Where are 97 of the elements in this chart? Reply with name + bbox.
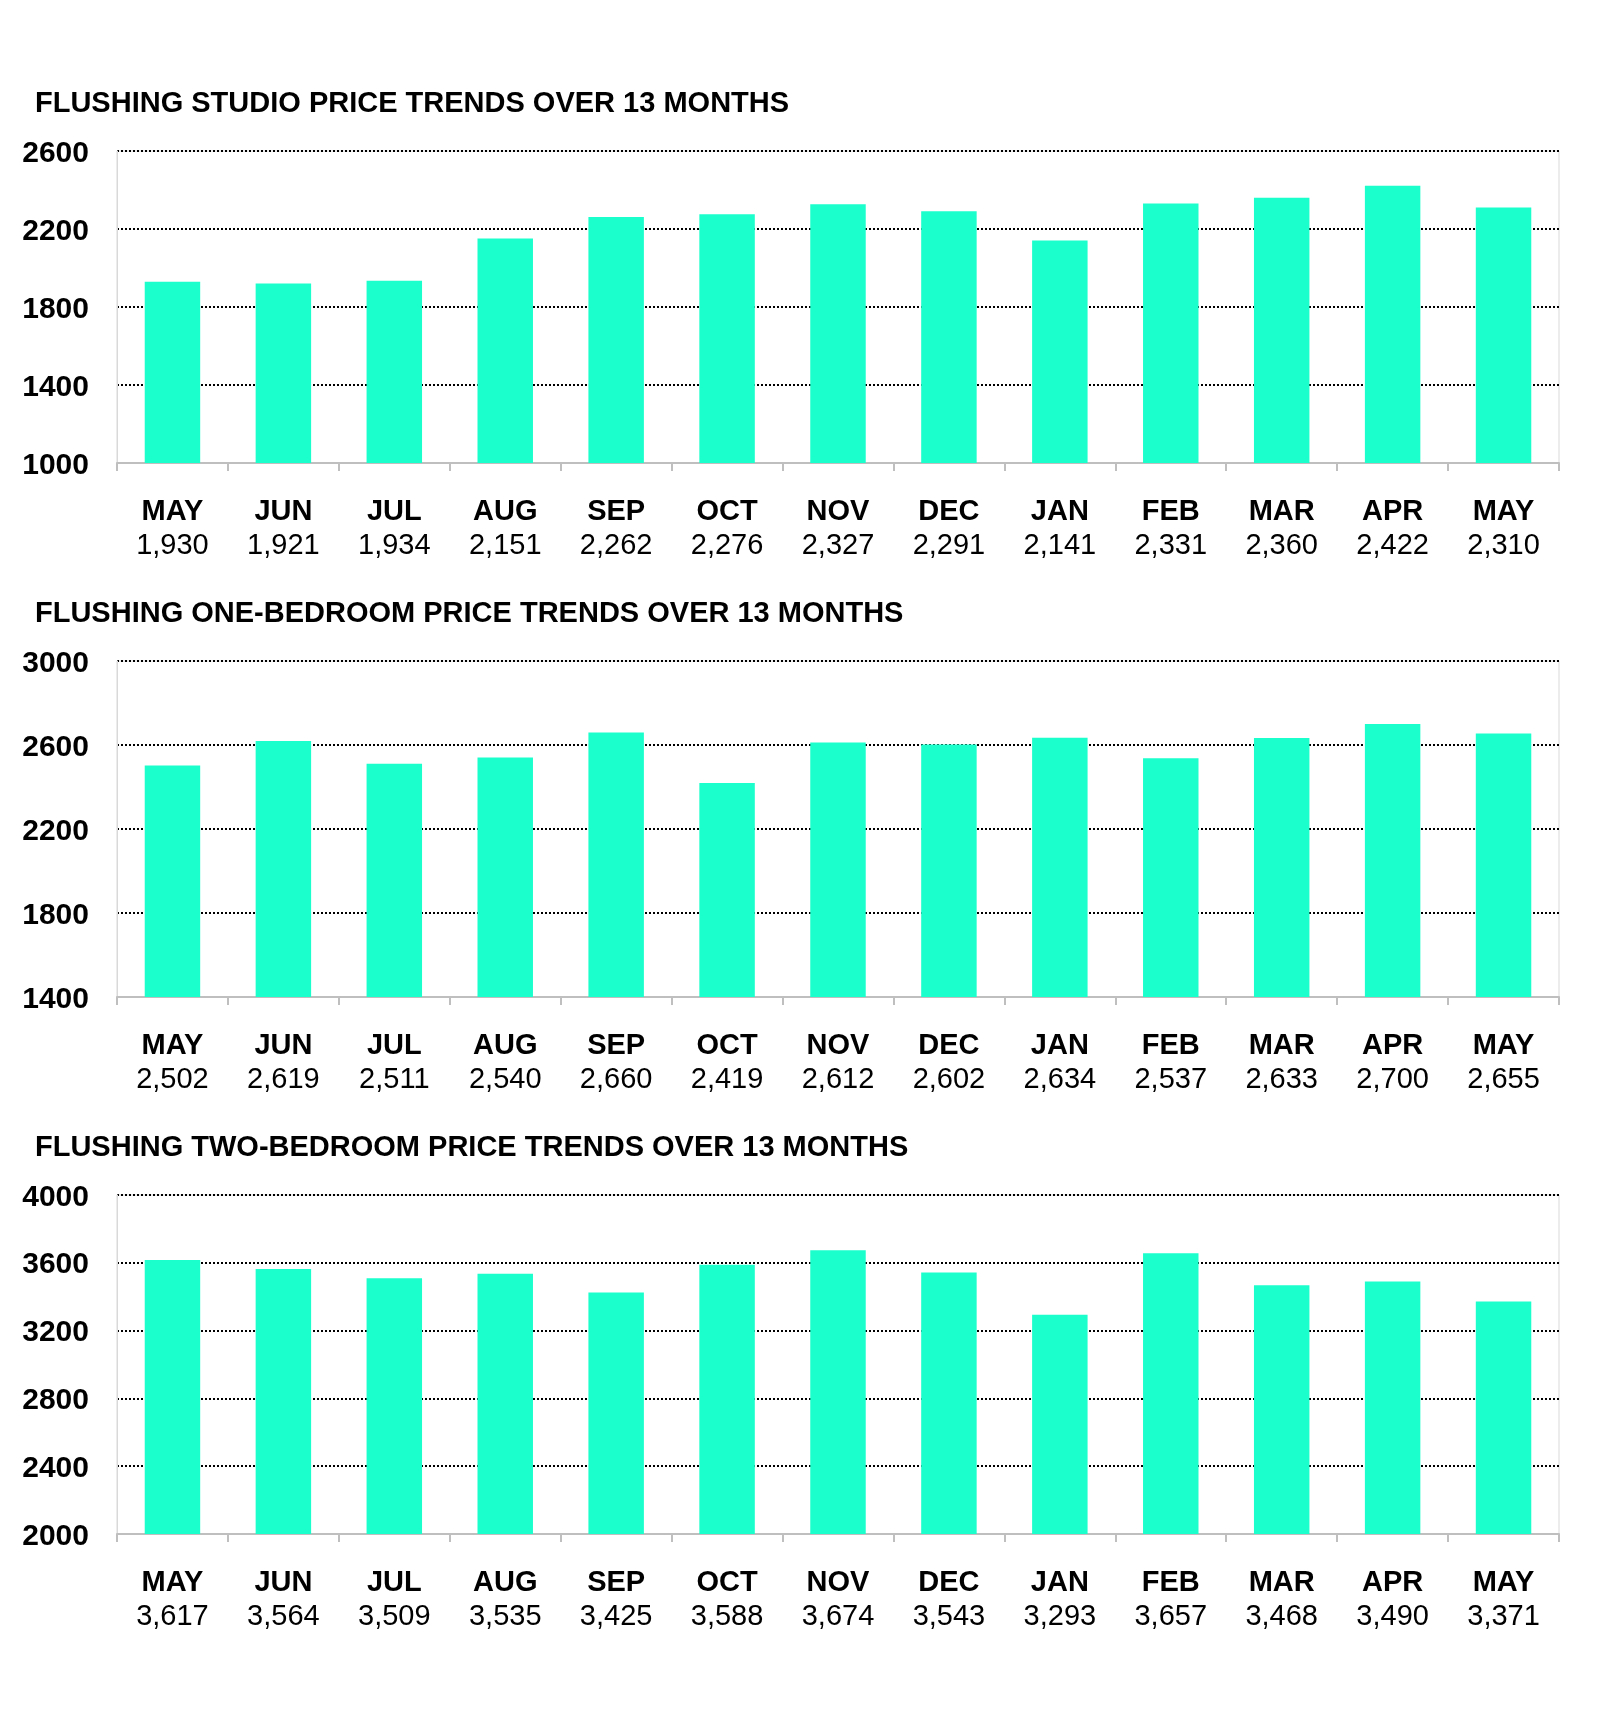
y-tick-label: 3600 (22, 1246, 89, 1280)
x-tick-label: MAY (141, 1564, 204, 1597)
x-tick-label: SEP (587, 1027, 646, 1060)
data-label: 1,930 (136, 527, 209, 560)
y-tick-label: 1400 (22, 368, 89, 402)
data-label: 2,331 (1134, 527, 1208, 560)
data-label: 3,425 (579, 1598, 653, 1631)
x-tick-label: DEC (918, 1027, 980, 1060)
x-tick-label: APR (1362, 1564, 1424, 1597)
data-label: 3,468 (1245, 1598, 1318, 1631)
x-tick-label: AUG (473, 1027, 538, 1060)
x-tick-label: FEB (1141, 493, 1200, 526)
x-tick-label: OCT (696, 493, 758, 526)
x-tick-label: NOV (806, 1027, 871, 1060)
x-tick-label: MAY (1472, 1564, 1535, 1597)
data-label: 2,310 (1467, 527, 1540, 560)
y-tick-label: 2200 (22, 812, 89, 846)
x-tick-label: DEC (918, 493, 980, 526)
data-label: 2,540 (468, 1061, 542, 1094)
y-tick-label: 2400 (22, 1449, 89, 1483)
data-label: 2,537 (1134, 1061, 1208, 1094)
data-label: 3,674 (801, 1598, 875, 1631)
x-tick-label: JUL (366, 493, 422, 526)
y-tick-label: 2000 (22, 1517, 89, 1551)
data-label: 1,921 (247, 527, 320, 560)
y-tick-label: 1000 (22, 446, 89, 480)
data-label: 3,588 (690, 1598, 764, 1631)
x-tick-label: NOV (806, 1564, 871, 1597)
x-tick-label: JUN (254, 493, 313, 526)
y-tick-label: 2200 (22, 212, 89, 246)
x-tick-label: MAY (1472, 493, 1535, 526)
x-tick-label: MAR (1248, 493, 1315, 526)
x-tick-label: SEP (587, 1564, 646, 1597)
y-tick-label: 1400 (22, 980, 89, 1014)
x-tick-label: JAN (1030, 493, 1089, 526)
x-tick-label: AUG (473, 493, 538, 526)
x-tick-label: MAR (1248, 1027, 1315, 1060)
data-label: 3,617 (136, 1598, 209, 1631)
x-tick-label: JUL (366, 1564, 422, 1597)
x-tick-label: DEC (918, 1564, 980, 1597)
data-label: 3,657 (1134, 1598, 1208, 1631)
data-label: 2,655 (1467, 1061, 1540, 1094)
y-tick-label: 1800 (22, 290, 89, 324)
data-label: 3,509 (358, 1598, 431, 1631)
y-tick-label: 3200 (22, 1314, 89, 1348)
data-label: 2,276 (690, 527, 764, 560)
data-label: 3,564 (247, 1598, 320, 1631)
data-label: 2,262 (579, 527, 653, 560)
data-label: 1,934 (358, 527, 431, 560)
x-tick-label: OCT (696, 1027, 758, 1060)
data-label: 2,327 (801, 527, 875, 560)
y-tick-label: 2600 (22, 728, 89, 762)
data-label: 2,419 (690, 1061, 764, 1094)
x-tick-label: MAY (141, 1027, 204, 1060)
x-tick-label: MAY (1472, 1027, 1535, 1060)
data-label: 2,360 (1245, 527, 1318, 560)
x-tick-label: JAN (1030, 1027, 1089, 1060)
x-tick-label: OCT (696, 1564, 758, 1597)
data-label: 2,700 (1356, 1061, 1429, 1094)
data-label: 2,422 (1356, 527, 1429, 560)
x-tick-label: APR (1362, 493, 1424, 526)
data-label: 2,660 (579, 1061, 653, 1094)
x-tick-label: FEB (1141, 1027, 1200, 1060)
x-tick-label: AUG (473, 1564, 538, 1597)
data-label: 2,602 (912, 1061, 986, 1094)
x-tick-label: JAN (1030, 1564, 1089, 1597)
chart-title: FLUSHING ONE-BEDROOM PRICE TRENDS OVER 13 MONTHS (35, 595, 904, 628)
chart-title: FLUSHING STUDIO PRICE TRENDS OVER 13 MONTHS (35, 85, 790, 118)
y-tick-label: 2800 (22, 1381, 89, 1415)
x-tick-label: FEB (1141, 1564, 1200, 1597)
data-label: 3,293 (1023, 1598, 1097, 1631)
x-tick-label: JUN (254, 1564, 313, 1597)
x-tick-label: JUL (366, 1027, 422, 1060)
y-tick-label: 2600 (22, 134, 89, 168)
data-label: 2,633 (1245, 1061, 1318, 1094)
data-label: 3,535 (468, 1598, 542, 1631)
x-tick-label: NOV (806, 493, 871, 526)
x-tick-label: JUN (254, 1027, 313, 1060)
x-tick-label: MAR (1248, 1564, 1315, 1597)
x-tick-label: APR (1362, 1027, 1424, 1060)
data-label: 2,612 (801, 1061, 875, 1094)
data-label: 3,371 (1467, 1598, 1540, 1631)
chart-title: FLUSHING TWO-BEDROOM PRICE TRENDS OVER 13 MONTHS (35, 1129, 909, 1162)
data-label: 3,490 (1356, 1598, 1429, 1631)
y-tick-label: 4000 (22, 1178, 89, 1212)
x-tick-label: SEP (587, 493, 646, 526)
data-label: 2,151 (468, 527, 542, 560)
y-tick-label: 3000 (22, 644, 89, 678)
data-label: 2,634 (1023, 1061, 1097, 1094)
data-label: 2,291 (912, 527, 986, 560)
data-label: 2,511 (359, 1061, 430, 1094)
data-label: 3,543 (912, 1598, 986, 1631)
y-tick-label: 1800 (22, 896, 89, 930)
data-label: 2,619 (247, 1061, 320, 1094)
data-label: 2,502 (136, 1061, 209, 1094)
data-label: 2,141 (1023, 527, 1097, 560)
x-tick-label: MAY (141, 493, 204, 526)
